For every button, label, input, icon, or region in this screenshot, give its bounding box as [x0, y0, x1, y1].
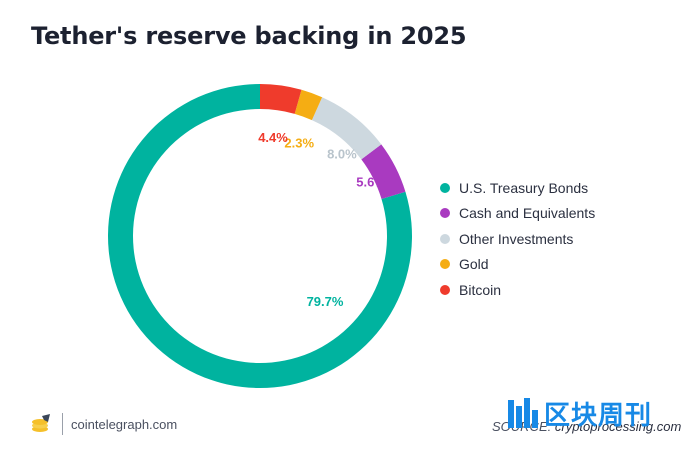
legend-label: Cash and Equivalents [459, 205, 596, 222]
legend-item: Cash and Equivalents [440, 201, 595, 227]
watermark-bars-icon [508, 397, 538, 428]
legend-swatch [440, 284, 450, 295]
watermark-text: 区块周刊 [544, 401, 653, 431]
value-label-bitcoin: 4.4% [258, 130, 288, 145]
legend-swatch [440, 259, 450, 270]
value-label-cash-and-equivalents: 5.6% [356, 175, 386, 190]
footer-divider [62, 413, 63, 435]
legend-label: U.S. Treasury Bonds [459, 179, 589, 196]
chart-title: Tether's reserve backing in 2025 [31, 22, 467, 50]
legend-swatch [440, 233, 450, 244]
chart-legend: U.S. Treasury Bonds Cash and Equivalents O… [440, 175, 595, 303]
donut-slice-cash-and-equivalents [361, 144, 406, 200]
footer-site-link[interactable]: cointelegraph.com [71, 416, 178, 432]
legend-label: Bitcoin [459, 281, 502, 298]
legend-item: Bitcoin [440, 277, 595, 303]
legend-item: Gold [440, 252, 595, 278]
value-label-other-investments: 8.0% [327, 147, 357, 162]
donut-slice-other-investments [311, 97, 382, 160]
watermark: 区块周刊 [507, 395, 652, 432]
cointelegraph-logo-icon [32, 414, 50, 432]
legend-swatch [440, 208, 450, 219]
donut-slice-gold [294, 89, 323, 121]
footer-brand: cointelegraph.com [30, 413, 177, 435]
legend-label: Gold [459, 256, 489, 273]
legend-label: Other Investments [459, 230, 574, 247]
donut-slice-bitcoin [260, 84, 302, 114]
legend-item: U.S. Treasury Bonds [440, 175, 595, 201]
legend-item: Other Investments [440, 226, 595, 252]
value-label-u-s-treasury-bonds: 79.7% [307, 294, 344, 309]
source-name: cryptoprocessing.com [554, 419, 682, 434]
legend-swatch [440, 182, 450, 193]
value-label-gold: 2.3% [284, 136, 314, 151]
